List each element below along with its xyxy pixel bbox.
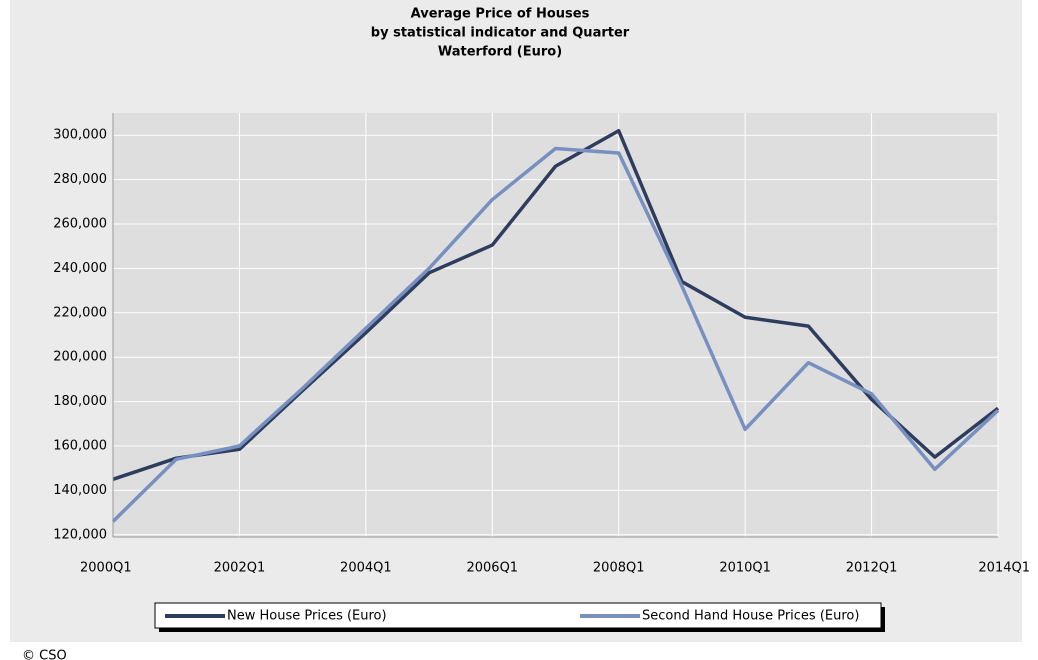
legend-label: Second Hand House Prices (Euro) <box>642 609 859 624</box>
x-tick-label: 2008Q1 <box>593 561 645 576</box>
footer: © CSO <box>22 649 67 660</box>
chart-subtitle: by statistical indicator and Quarter <box>371 26 630 41</box>
chart-subtitle: Waterford (Euro) <box>438 45 562 60</box>
y-tick-label: 300,000 <box>53 128 107 143</box>
x-tick-label: 2012Q1 <box>846 561 898 576</box>
y-tick-label: 140,000 <box>53 483 107 498</box>
y-tick-label: 280,000 <box>53 172 107 187</box>
x-tick-label: 2002Q1 <box>214 561 266 576</box>
y-tick-label: 260,000 <box>53 216 107 231</box>
series-line <box>111 146 1000 523</box>
y-tick-label: 160,000 <box>53 438 107 453</box>
x-tick-label: 2014Q1 <box>978 561 1030 576</box>
y-tick-label: 120,000 <box>53 527 107 542</box>
x-tick-label: 2010Q1 <box>719 561 771 576</box>
plot-area <box>113 113 998 537</box>
x-tick-label: 2006Q1 <box>466 561 518 576</box>
y-tick-label: 180,000 <box>53 394 107 409</box>
series-line <box>112 129 1000 481</box>
y-tick-label: 220,000 <box>53 305 107 320</box>
y-tick-label: 200,000 <box>53 350 107 365</box>
chart-title: Average Price of Houses <box>411 7 590 22</box>
x-tick-label: 2000Q1 <box>80 561 132 576</box>
legend-label: New House Prices (Euro) <box>227 609 387 624</box>
y-tick-label: 240,000 <box>53 261 107 276</box>
legend <box>154 602 882 629</box>
x-tick-label: 2004Q1 <box>340 561 392 576</box>
